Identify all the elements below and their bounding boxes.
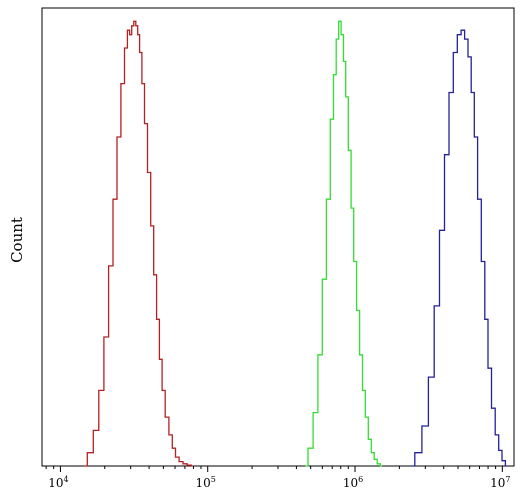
x-tick-label: 104 xyxy=(48,475,68,490)
x-tick-label: 105 xyxy=(196,475,216,490)
histogram-series-3 xyxy=(411,29,508,467)
histogram-series-1 xyxy=(84,20,194,467)
x-axis-ticks: 104 105 106 107 xyxy=(45,466,511,490)
x-tick-label: 106 xyxy=(343,475,363,490)
series-layer xyxy=(84,20,508,467)
x-tick-label: 107 xyxy=(490,475,510,490)
histogram-series-2 xyxy=(305,20,382,467)
y-axis-label: Count xyxy=(8,217,26,263)
